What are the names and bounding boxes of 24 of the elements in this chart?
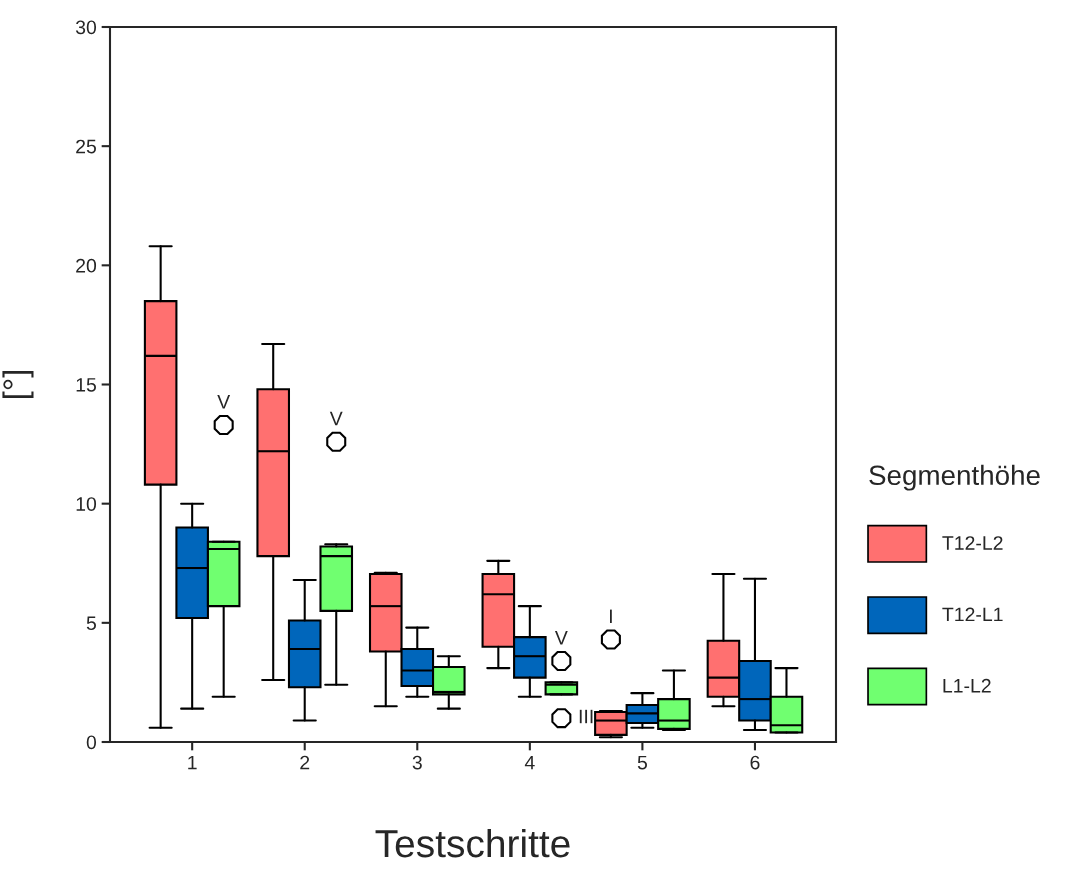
y-tick-label: 20 <box>76 258 97 273</box>
y-tick-label: 25 <box>76 139 96 154</box>
legend-label: T12-L2 <box>942 536 1003 550</box>
legend-label: T12-L1 <box>942 607 1003 622</box>
x-tick-label: 5 <box>637 755 647 770</box>
y-axis-title: [°] <box>2 370 34 399</box>
legend-title: Segmenthöhe <box>869 464 1040 491</box>
y-tick-label: 5 <box>86 616 96 631</box>
x-tick-label: 4 <box>524 755 535 770</box>
annotation: V <box>329 411 343 426</box>
annotation: III <box>579 709 593 724</box>
x-tick-label: 1 <box>188 755 197 770</box>
legend-label: L1-L2 <box>943 678 991 693</box>
y-tick-label: 10 <box>76 497 97 511</box>
x-tick-label: 6 <box>750 755 760 770</box>
annotation: I <box>609 609 612 623</box>
annotation: V <box>217 395 231 409</box>
y-tick-label: 0 <box>86 735 97 750</box>
y-tick-label: 30 <box>75 20 97 35</box>
x-axis-title: Testschritte <box>375 828 570 858</box>
y-tick-label: 15 <box>76 378 96 392</box>
x-tick-label: 3 <box>412 755 422 770</box>
annotation: V <box>554 631 568 645</box>
x-tick-label: 2 <box>300 755 310 770</box>
